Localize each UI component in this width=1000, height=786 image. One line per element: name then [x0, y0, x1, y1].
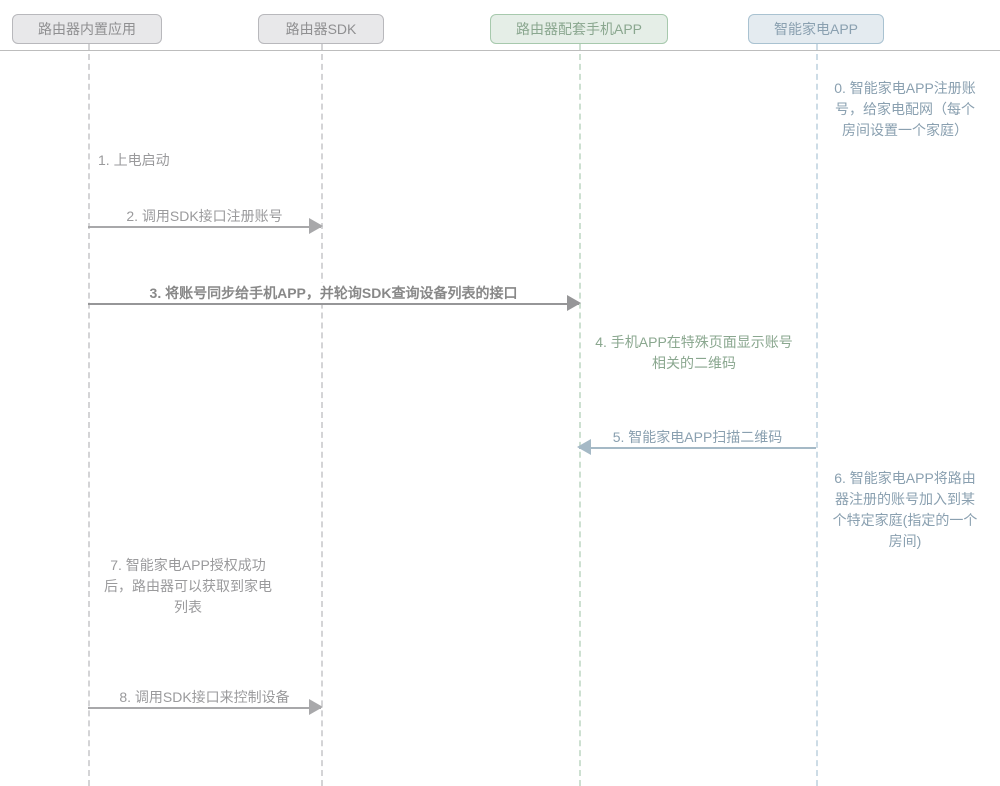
lifeline-p2 — [321, 44, 323, 786]
note-0: 0. 智能家电APP注册账号，给家电配网（每个房间设置一个家庭） — [830, 78, 980, 141]
message-label: 5. 智能家电APP扫描二维码 — [607, 427, 789, 447]
message-label: 2. 调用SDK接口注册账号 — [120, 206, 288, 226]
arrow-icon — [309, 218, 323, 234]
note-6: 6. 智能家电APP将路由器注册的账号加入到某个特定家庭(指定的一个房间) — [830, 468, 980, 552]
message-label: 3. 将账号同步给手机APP，并轮询SDK查询设备列表的接口 — [144, 283, 524, 303]
lifeline-p3 — [579, 44, 581, 786]
participant-router-sdk: 路由器SDK — [258, 14, 384, 44]
sequence-diagram: 路由器内置应用 路由器SDK 路由器配套手机APP 智能家电APP 2. 调用S… — [0, 0, 1000, 786]
message-line — [88, 707, 321, 709]
note-1: 1. 上电启动 — [98, 150, 298, 171]
participant-router-phone-app: 路由器配套手机APP — [490, 14, 668, 44]
arrow-icon — [309, 699, 323, 715]
message-8: 8. 调用SDK接口来控制设备 — [88, 693, 321, 721]
message-line — [88, 303, 579, 305]
message-line — [88, 226, 321, 228]
note-4: 4. 手机APP在特殊页面显示账号相关的二维码 — [594, 332, 794, 374]
divider — [0, 50, 1000, 51]
message-3: 3. 将账号同步给手机APP，并轮询SDK查询设备列表的接口 — [88, 289, 579, 317]
message-5: 5. 智能家电APP扫描二维码 — [579, 433, 816, 461]
note-7: 7. 智能家电APP授权成功后，路由器可以获取到家电列表 — [98, 555, 278, 618]
message-2: 2. 调用SDK接口注册账号 — [88, 212, 321, 240]
participant-router-builtin: 路由器内置应用 — [12, 14, 162, 44]
lifeline-p1 — [88, 44, 90, 786]
message-line — [579, 447, 816, 449]
message-label: 8. 调用SDK接口来控制设备 — [113, 687, 295, 707]
arrow-icon — [577, 439, 591, 455]
participant-smart-appliance-app: 智能家电APP — [748, 14, 884, 44]
lifeline-p4 — [816, 44, 818, 786]
arrow-icon — [567, 295, 581, 311]
